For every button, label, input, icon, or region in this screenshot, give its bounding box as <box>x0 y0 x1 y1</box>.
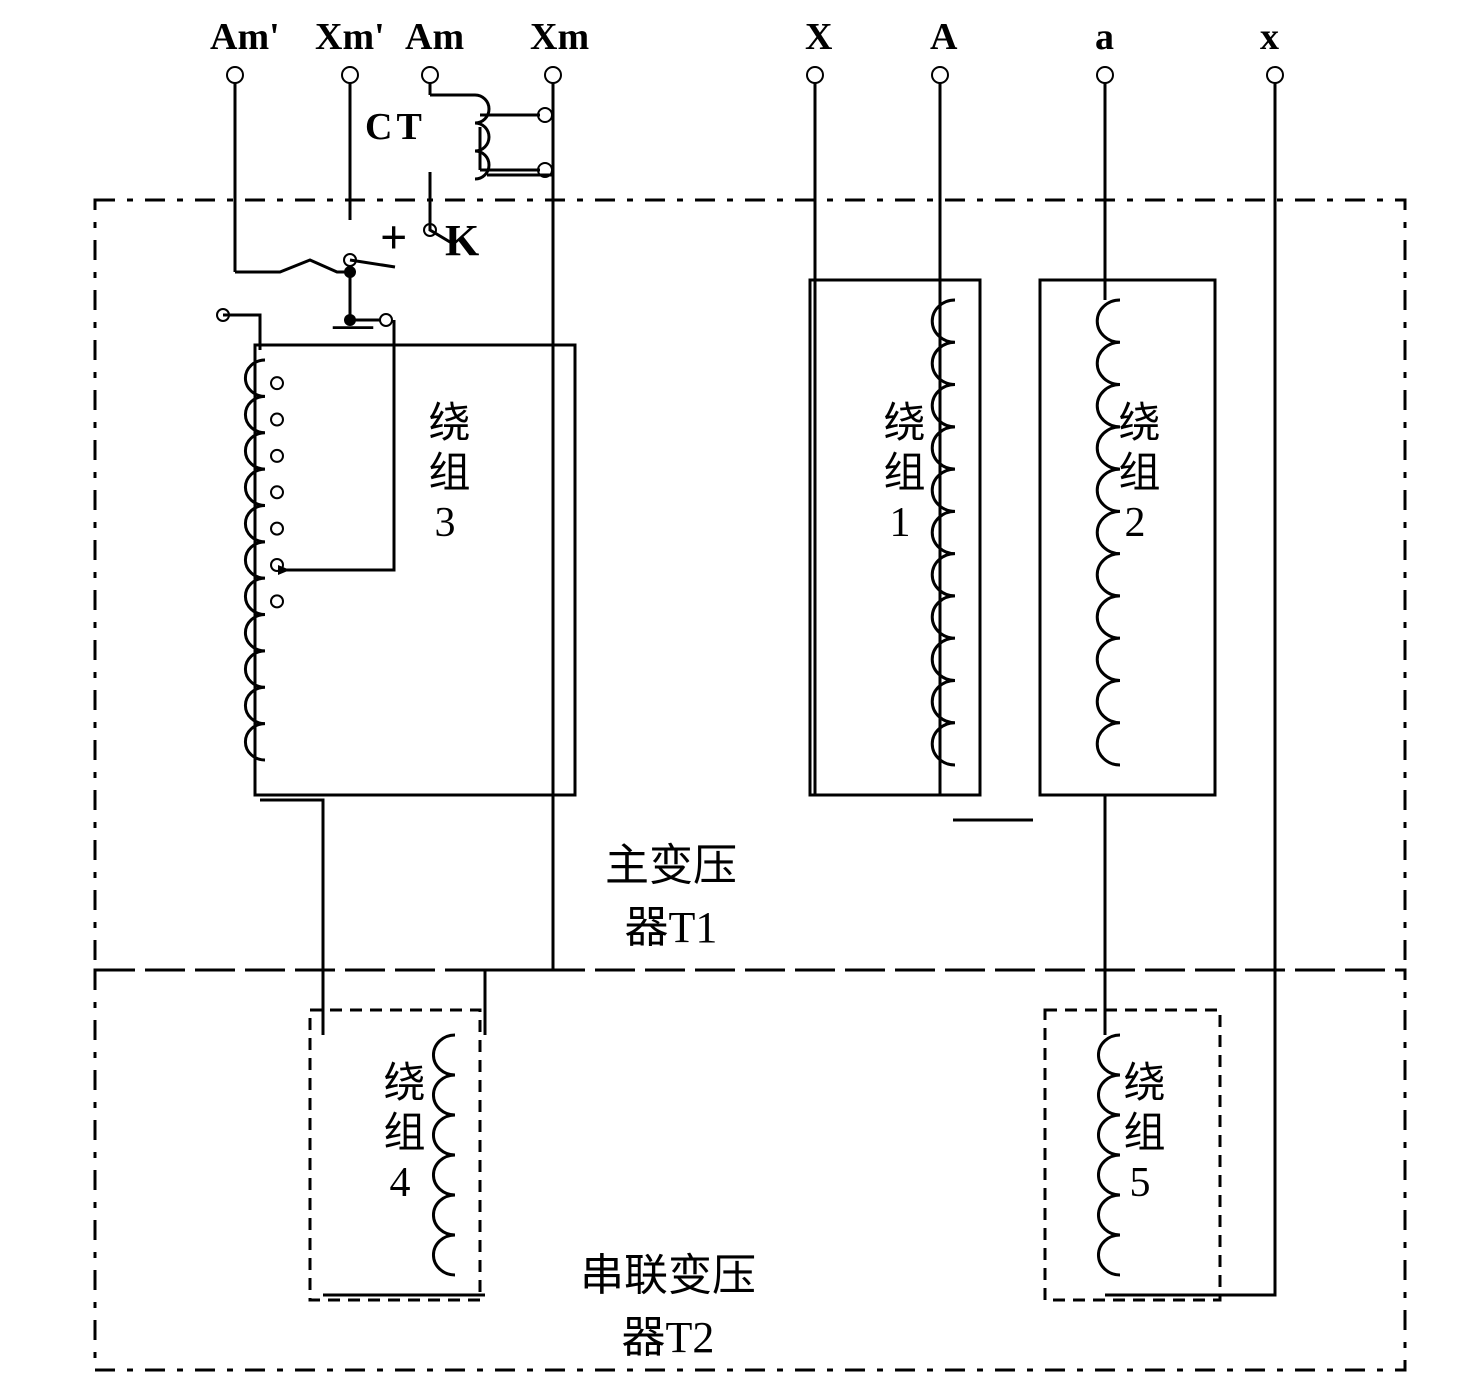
winding-5-label: 绕组5 <box>1110 1060 1171 1214</box>
switch-plus: + <box>380 210 407 265</box>
terminal-Am: Am <box>405 15 464 59</box>
ct-component <box>430 95 552 179</box>
winding-3-label: 绕组3 <box>415 400 476 554</box>
tap-slider <box>278 565 290 575</box>
terminal-x_lower: x <box>1260 15 1279 59</box>
terminal-Xm: Xm <box>530 15 589 59</box>
switch-minus: — <box>333 300 373 347</box>
winding-1-label: 绕组1 <box>870 400 931 554</box>
winding-4-label: 绕组4 <box>370 1060 431 1214</box>
transformer-t1-box <box>95 200 1405 970</box>
switch-k-label: K <box>445 215 479 266</box>
terminal-Am_prime: Am' <box>210 15 280 59</box>
terminal-X: X <box>805 15 832 59</box>
winding-2-label: 绕组2 <box>1105 400 1166 554</box>
circuit-svg <box>0 0 1461 1376</box>
transformer-t2-label: 串联变压 器T2 <box>580 1245 756 1368</box>
terminal-Xm_prime: Xm' <box>315 15 385 59</box>
terminal-circles <box>227 67 1283 83</box>
terminal-A: A <box>930 15 957 59</box>
ct-label: CT <box>365 105 426 149</box>
circuit-diagram: Am'Xm'AmXmXAax CT + K — 绕组3绕组1绕组2绕组4绕组5 … <box>0 0 1461 1376</box>
terminal-a_lower: a <box>1095 15 1114 59</box>
transformer-t1-label: 主变压 器T1 <box>605 835 737 958</box>
